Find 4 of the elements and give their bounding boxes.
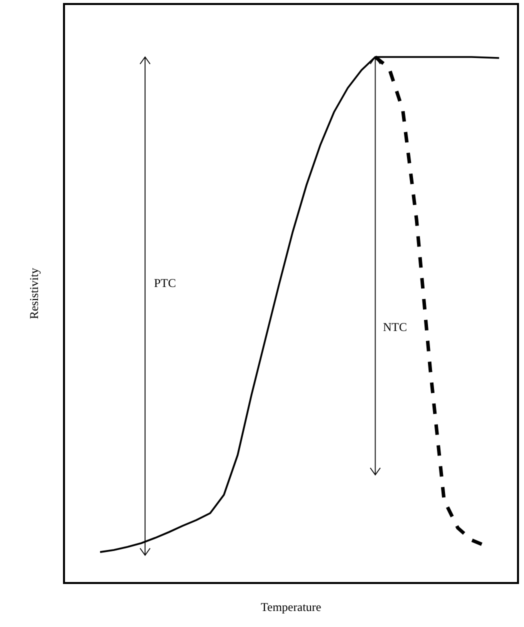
y-axis-title: Resistivity [27, 268, 42, 320]
x-axis-title: Temperature [260, 600, 322, 614]
annotation: NTC [383, 320, 407, 334]
annotation: PTC [154, 276, 176, 290]
